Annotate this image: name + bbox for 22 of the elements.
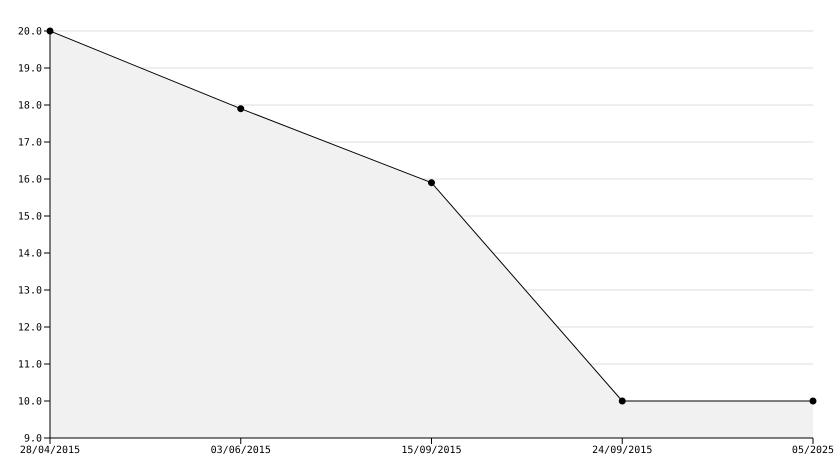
y-tick-label: 14.0	[18, 248, 42, 260]
y-tick-label: 13.0	[18, 286, 42, 297]
y-tick-label: 10.0	[18, 396, 42, 408]
point	[428, 179, 435, 186]
x-tick-label: 28/04/2015	[20, 445, 80, 456]
x-tick-label: 03/06/2015	[210, 445, 271, 456]
x-tick-label: 24/09/2015	[592, 445, 652, 456]
point	[46, 28, 54, 34]
point	[618, 398, 626, 404]
point	[810, 398, 816, 404]
y-tick-label: 19.0	[18, 64, 42, 75]
y-tick-label: 9.0	[24, 434, 42, 445]
y-tick-label: 17.0	[18, 138, 42, 149]
y-tick-label: 11.0	[18, 360, 42, 371]
x-tick-label: 05/2025	[792, 445, 834, 456]
x-tick-label: 15/09/2015	[401, 445, 462, 456]
y-tick-label: 15.0	[18, 212, 42, 223]
y-tick-label: 16.0	[18, 174, 42, 186]
point	[237, 105, 244, 112]
y-tick-label: 18.0	[18, 100, 42, 112]
y-tick-label: 12.0	[18, 322, 42, 334]
y-tick-label: 20.0	[18, 26, 42, 38]
